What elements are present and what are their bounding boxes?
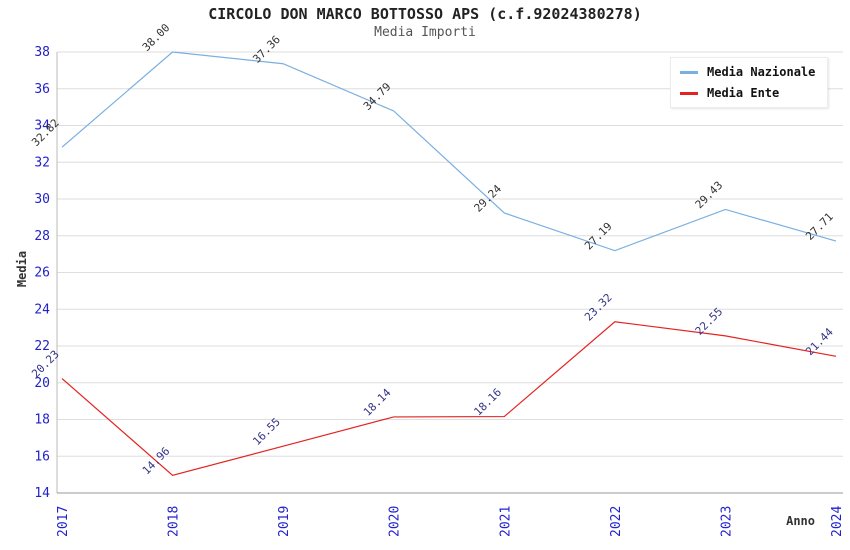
point-label: 16.55 <box>250 415 283 448</box>
y-tick-label: 20 <box>34 376 50 391</box>
x-axis-title: Anno <box>786 514 815 528</box>
chart-title: CIRCOLO DON MARCO BOTTOSSO APS (c.f.9202… <box>208 5 642 23</box>
x-tick-label: 2019 <box>277 506 292 537</box>
legend-entry-media-nazionale: Media Nazionale <box>680 65 815 79</box>
point-label: 14.96 <box>140 445 173 478</box>
y-tick-label: 30 <box>34 192 50 207</box>
point-label: 34.79 <box>361 80 394 113</box>
legend-swatch-blue-line-icon <box>680 70 698 74</box>
point-label: 23.32 <box>582 291 615 324</box>
y-tick-label: 38 <box>34 45 50 60</box>
x-tick-label: 2021 <box>498 506 513 537</box>
y-tick-label: 18 <box>34 413 50 428</box>
y-axis-title: Media <box>15 250 29 288</box>
legend-box: Media Nazionale Media Ente <box>670 57 829 108</box>
point-label: 38.00 <box>140 21 173 54</box>
point-label: 18.16 <box>472 386 505 419</box>
y-tick-label: 32 <box>34 155 50 170</box>
legend-swatch-red-line-icon <box>680 91 698 95</box>
y-tick-label: 34 <box>34 119 50 134</box>
x-tick-label: 2020 <box>388 506 403 537</box>
y-tick-label: 22 <box>34 339 50 354</box>
y-tick-label: 36 <box>34 82 50 97</box>
y-tick-label: 26 <box>34 266 50 281</box>
x-tick-label: 2024 <box>830 506 845 537</box>
x-tick-label: 2017 <box>56 506 71 537</box>
y-tick-label: 16 <box>34 449 50 464</box>
point-label: 18.14 <box>361 386 394 419</box>
legend-entry-media-ente: Media Ente <box>680 86 815 100</box>
point-label: 37.36 <box>250 33 283 66</box>
x-tick-label: 2018 <box>167 506 182 537</box>
x-tick-label: 2023 <box>719 506 734 537</box>
point-label: 27.71 <box>803 210 836 243</box>
point-label: 29.43 <box>693 179 726 212</box>
y-tick-label: 28 <box>34 229 50 244</box>
chart-subtitle: Media Importi <box>374 25 476 40</box>
point-label: 22.55 <box>693 305 726 338</box>
y-tick-label: 24 <box>34 302 50 317</box>
series-line-media-ente <box>61 321 837 477</box>
x-tick-label: 2022 <box>609 506 624 537</box>
legend-label: Media Nazionale <box>707 65 816 79</box>
y-tick-label: 14 <box>34 486 50 501</box>
legend-label: Media Ente <box>707 86 780 100</box>
series-line-media-nazionale <box>61 51 837 252</box>
